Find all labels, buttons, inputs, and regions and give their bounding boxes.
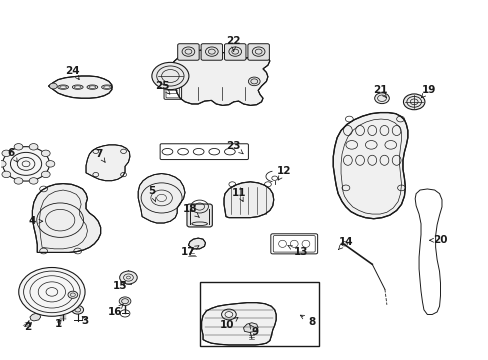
Circle shape [29,178,38,184]
Text: 1: 1 [55,319,61,329]
Text: 23: 23 [226,141,243,154]
Text: 7: 7 [95,149,105,162]
Polygon shape [188,238,205,249]
FancyBboxPatch shape [247,44,269,60]
Circle shape [374,93,388,104]
Circle shape [0,161,6,167]
Text: 25: 25 [155,81,169,94]
Text: 9: 9 [249,325,258,337]
Text: 2: 2 [24,322,31,332]
Circle shape [14,178,23,184]
Circle shape [46,161,55,167]
Text: 3: 3 [81,316,88,325]
Circle shape [41,171,50,177]
Circle shape [2,150,11,157]
Polygon shape [48,76,112,98]
Circle shape [68,291,78,298]
Circle shape [2,147,49,181]
Polygon shape [224,182,273,218]
FancyBboxPatch shape [224,44,245,60]
Text: 19: 19 [421,85,435,98]
Text: 5: 5 [148,186,156,202]
Text: 22: 22 [226,36,241,51]
Text: 12: 12 [277,166,291,180]
Polygon shape [201,303,276,345]
Text: 8: 8 [300,315,315,327]
Text: 21: 21 [372,85,386,98]
FancyBboxPatch shape [186,204,212,227]
Text: 11: 11 [231,188,245,202]
Circle shape [248,77,260,86]
Text: 13: 13 [287,246,307,257]
Polygon shape [32,184,101,252]
Bar [199,282,319,346]
Circle shape [152,62,188,90]
Text: 14: 14 [338,237,352,249]
Circle shape [119,297,131,306]
FancyBboxPatch shape [177,44,199,60]
Circle shape [41,150,50,157]
Polygon shape [243,323,258,332]
Text: 10: 10 [220,318,238,330]
Polygon shape [86,145,130,181]
Text: 4: 4 [29,216,42,226]
Polygon shape [332,113,407,219]
Circle shape [49,83,57,89]
Text: 16: 16 [108,304,123,317]
Circle shape [29,144,38,150]
Text: 18: 18 [182,204,199,217]
Circle shape [14,144,23,150]
Text: 17: 17 [181,246,199,257]
Text: 20: 20 [429,235,447,245]
Circle shape [403,94,424,110]
Polygon shape [30,314,41,321]
Text: 15: 15 [113,281,127,291]
Circle shape [58,306,68,314]
Circle shape [19,267,85,316]
Polygon shape [138,174,184,223]
Text: 6: 6 [8,148,17,162]
Text: 24: 24 [65,66,80,80]
FancyBboxPatch shape [201,44,222,60]
Polygon shape [172,50,269,105]
Circle shape [72,306,83,314]
Circle shape [2,171,11,177]
Circle shape [120,271,137,284]
